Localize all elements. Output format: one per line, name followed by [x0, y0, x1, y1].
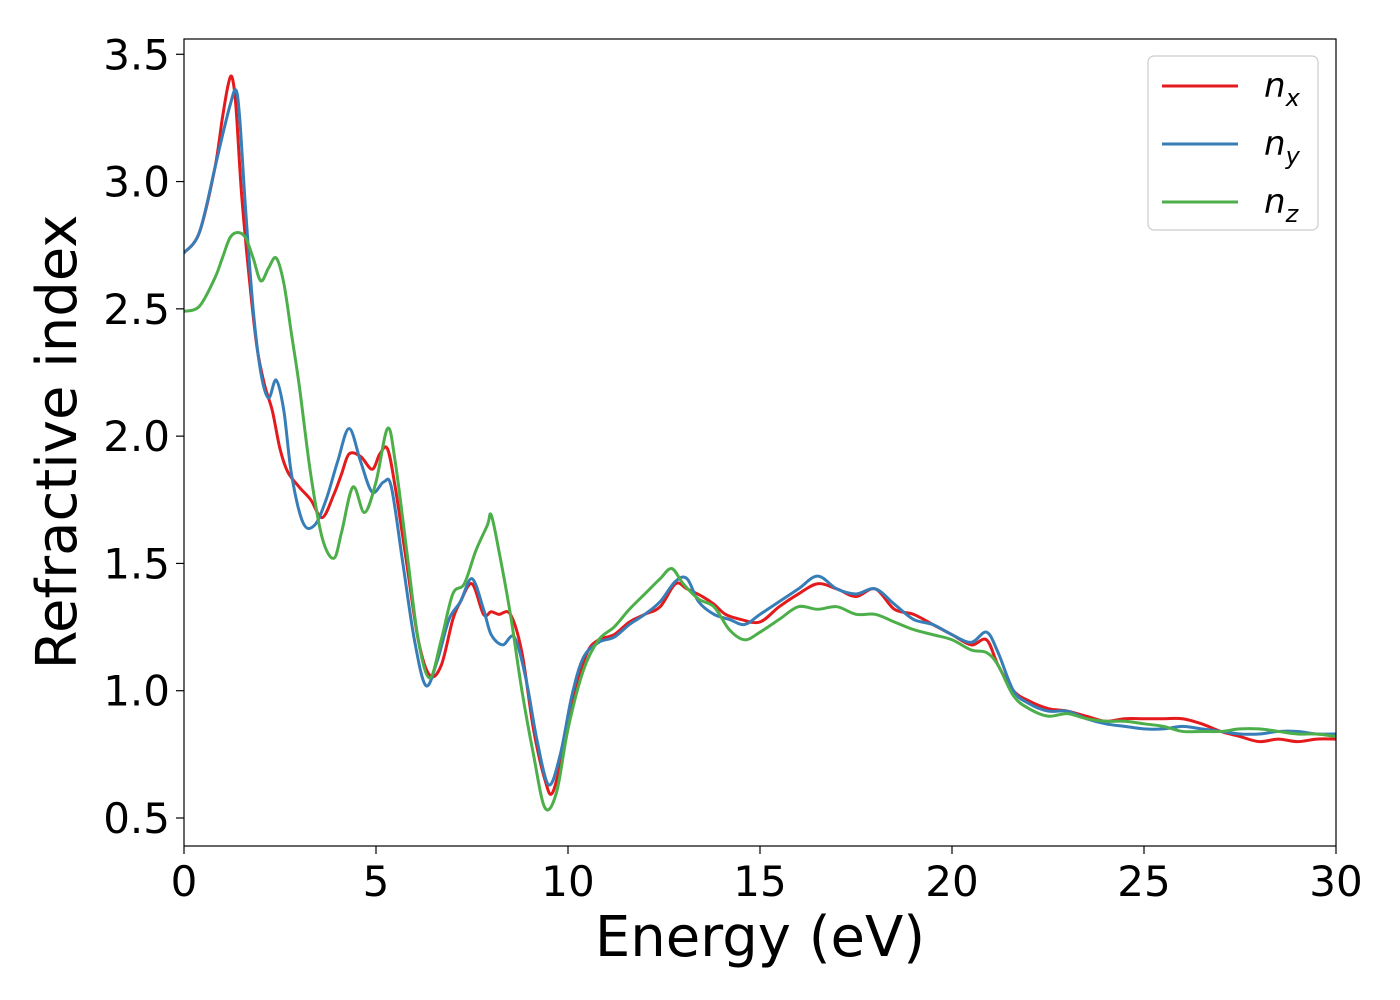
- series-line-ny: [184, 88, 1336, 787]
- x-tick-label: 30: [1309, 857, 1362, 906]
- legend-label-subscript: z: [1285, 200, 1300, 228]
- legend-label-main: n: [1264, 66, 1286, 106]
- x-tick-label: 25: [1117, 857, 1170, 906]
- legend-label-ny: ny: [1264, 124, 1301, 170]
- series-lines: [184, 74, 1336, 812]
- y-tick-label: 3.0: [103, 158, 170, 207]
- x-axis-label: Energy (eV): [595, 905, 925, 970]
- x-tick-label: 15: [733, 857, 786, 906]
- series-line-nz: [184, 230, 1336, 812]
- y-tick-label: 0.5: [103, 794, 170, 843]
- legend-label-subscript: y: [1285, 142, 1301, 170]
- y-tick-label: 2.5: [103, 285, 170, 334]
- y-axis-label: Refractive index: [25, 215, 90, 670]
- y-tick-label: 3.5: [103, 30, 170, 79]
- x-tick-label: 10: [541, 857, 594, 906]
- y-tick-label: 2.0: [103, 412, 170, 461]
- legend-label-main: n: [1264, 182, 1286, 222]
- x-tick-label: 0: [171, 857, 198, 906]
- y-axis: 0.5 1.0 1.5 2.0 2.5 3.0 3.5: [103, 30, 184, 843]
- legend-label-subscript: x: [1285, 84, 1301, 112]
- x-axis: 0 5 10 15 20 25 30: [171, 846, 1363, 906]
- legend-label-nz: nz: [1264, 182, 1300, 228]
- legend-label-nx: nx: [1264, 66, 1301, 112]
- y-tick-label: 1.5: [103, 539, 170, 588]
- y-tick-label: 1.0: [103, 667, 170, 716]
- x-tick-label: 20: [925, 857, 978, 906]
- legend-label-main: n: [1264, 124, 1286, 164]
- x-tick-label: 5: [363, 857, 390, 906]
